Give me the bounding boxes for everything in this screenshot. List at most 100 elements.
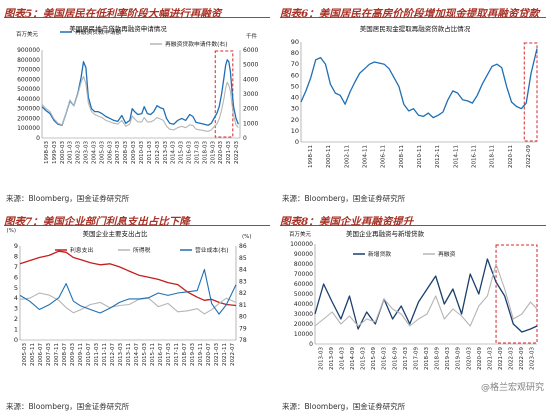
y2-tick-label: 80 bbox=[239, 314, 247, 321]
y-tick-label: 600000 bbox=[17, 76, 40, 83]
left-axis-unit: (%) bbox=[6, 228, 16, 234]
x-tick-label: 2017-09 bbox=[413, 347, 419, 370]
y-tick-label: 90 bbox=[291, 38, 299, 46]
panel-4-header-text: 图表8：美国企业再融资提升 bbox=[280, 216, 414, 228]
x-tick-label: 2012-11 bbox=[435, 145, 441, 168]
x-tick-label: 1999-03 bbox=[52, 141, 58, 164]
y-tick-label: 100000 bbox=[290, 241, 313, 248]
x-tick-label: 2014-11 bbox=[453, 145, 459, 168]
x-tick-label: 2015-03 bbox=[361, 347, 367, 370]
y2-tick-label: 84 bbox=[239, 267, 247, 274]
y2-tick-label: 3000 bbox=[243, 91, 258, 98]
y2-tick-label: 0 bbox=[243, 135, 247, 142]
series-line-3 bbox=[19, 268, 237, 315]
x-tick-label: 2019-03 bbox=[190, 343, 196, 366]
x-tick-label: 2016-07 bbox=[158, 343, 164, 366]
x-tick-label: 2016-11 bbox=[471, 145, 477, 168]
y-tick-label: 8 bbox=[14, 252, 18, 260]
x-tick-label: 2003-03 bbox=[84, 141, 90, 164]
watermark: @格兰宏观研究 bbox=[480, 383, 544, 393]
x-tick-label: 2015-03 bbox=[179, 141, 185, 164]
x-tick-label: 2019-03 bbox=[445, 347, 451, 370]
panel-2-source: 来源：Bloomberg，国金证券研究所 bbox=[282, 194, 406, 203]
panel-1-header: 图表5：美国居民在低利率阶段大幅进行再融资 bbox=[4, 2, 270, 20]
x-tick-label: 2012-03 bbox=[155, 141, 161, 164]
y-tick-label: 40000 bbox=[294, 301, 313, 308]
x-tick-label: 2002-11 bbox=[344, 145, 350, 168]
highlight-box bbox=[523, 42, 538, 142]
x-tick-label: 2014-03 bbox=[339, 347, 345, 370]
panel-2-header-text: 图表6：美国居民在高房价阶段增加现金提取再融资贷款 bbox=[280, 8, 540, 20]
x-tick-label: 2001-03 bbox=[68, 141, 74, 164]
y2-tick-label: 85 bbox=[239, 255, 247, 262]
chart-2-svg: 美国居民现金提取再融资贷款占比情况 0 10 20 30 40 50 60 70 80 90 1998… bbox=[291, 24, 538, 168]
y2-tick-label: 79 bbox=[239, 325, 247, 332]
panel-4-source: 来源：Bloomberg，国金证券研究所 bbox=[282, 402, 406, 411]
y2-tick-label: 4000 bbox=[243, 76, 258, 83]
legend-label: 利息支出 bbox=[70, 246, 93, 254]
x-tick-label: 2015-03 bbox=[142, 343, 148, 366]
x-tick-label: 2004-03 bbox=[91, 141, 97, 164]
legend-label: 再融资贷款申请件数(右) bbox=[165, 40, 228, 48]
chart-title: 美国居民地产贷款再融资申请情况 bbox=[69, 24, 167, 33]
y-tick-label: 50 bbox=[291, 82, 299, 90]
x-tick-label: 2008-11 bbox=[399, 145, 405, 168]
y-tick-label: 300000 bbox=[17, 106, 40, 113]
legend-label: 再融资贷款申请额 bbox=[75, 28, 122, 36]
x-tick-label: 2018-03 bbox=[424, 347, 430, 370]
y-tick-label: 700000 bbox=[17, 67, 40, 74]
x-tick-label: 2018-03 bbox=[202, 141, 208, 164]
y-tick-label: 20 bbox=[291, 116, 299, 124]
y2-tick-label: 86 bbox=[239, 243, 247, 250]
y-tick-label: 60000 bbox=[294, 281, 313, 288]
x-tick-label: 2016-03 bbox=[382, 347, 388, 370]
x-tick-label: 2009-11 bbox=[78, 343, 84, 366]
legend-label: 再融资 bbox=[438, 250, 456, 258]
x-tick-label: 2017-11 bbox=[174, 343, 180, 366]
panel-3-header: 图表7：美国企业部门利息支出占比下降 bbox=[4, 210, 270, 228]
y-tick-label: 0 bbox=[14, 336, 18, 344]
y-tick-label: 0 bbox=[36, 135, 40, 142]
y2-tick-label: 81 bbox=[239, 302, 247, 309]
x-tick-label: 2009-03 bbox=[70, 343, 76, 366]
y2-tick-label: 5000 bbox=[243, 62, 258, 69]
y-tick-label: 900000 bbox=[17, 47, 40, 54]
y-tick-label: 90000 bbox=[294, 251, 313, 258]
x-tick-label: 2006-03 bbox=[107, 141, 113, 164]
x-tick-label: 2010-03 bbox=[139, 141, 145, 164]
y-tick-label: 800000 bbox=[17, 57, 40, 64]
legend-label: 营业成本(右) bbox=[195, 246, 229, 254]
x-tick-label: 2020-03 bbox=[218, 141, 224, 164]
x-tick-label: 2018-07 bbox=[182, 343, 188, 366]
chart-title: 美国企业再融资与新增贷款 bbox=[346, 229, 425, 238]
x-tick-label: 2022-03 bbox=[234, 141, 240, 164]
x-tick-label: 2010-11 bbox=[417, 145, 423, 168]
x-tick-label: 2014-03 bbox=[171, 141, 177, 164]
y-tick-label: 2 bbox=[14, 315, 18, 323]
series-line-1 bbox=[19, 250, 237, 307]
panel-3-source: 来源：Bloomberg，国金证券研究所 bbox=[6, 402, 130, 411]
x-tick-label: 2020-09 bbox=[477, 347, 483, 370]
y-tick-label: 70000 bbox=[294, 271, 313, 278]
x-tick-label: 2012-07 bbox=[110, 343, 116, 366]
y2-tick-label: 78 bbox=[239, 337, 247, 344]
chart-title: 美国企业主要支出占比 bbox=[83, 229, 149, 238]
y2-tick-label: 2000 bbox=[243, 106, 258, 113]
x-tick-label: 2021-03 bbox=[214, 343, 220, 366]
x-tick-label: 2000-11 bbox=[326, 145, 332, 168]
x-tick-label: 2015-09 bbox=[371, 347, 377, 370]
x-tick-label: 2023-03 bbox=[530, 347, 536, 370]
x-tick-label: 2014-09 bbox=[350, 347, 356, 370]
panel-2-header: 图表6：美国居民在高房价阶段增加现金提取再融资贷款 bbox=[280, 2, 546, 20]
y2-tick-label: 83 bbox=[239, 278, 247, 285]
x-tick-label: 2019-09 bbox=[456, 347, 462, 370]
legend-label: 所得税 bbox=[133, 246, 151, 254]
y-tick-label: 80000 bbox=[294, 261, 313, 268]
x-tick-label: 2011-03 bbox=[147, 141, 153, 164]
x-tick-label: 2019-11 bbox=[198, 343, 204, 366]
series-line-2 bbox=[314, 263, 538, 327]
series-line-2 bbox=[41, 75, 239, 132]
x-tick-label: 2005-11 bbox=[30, 343, 36, 366]
x-tick-label: 2014-07 bbox=[134, 343, 140, 366]
